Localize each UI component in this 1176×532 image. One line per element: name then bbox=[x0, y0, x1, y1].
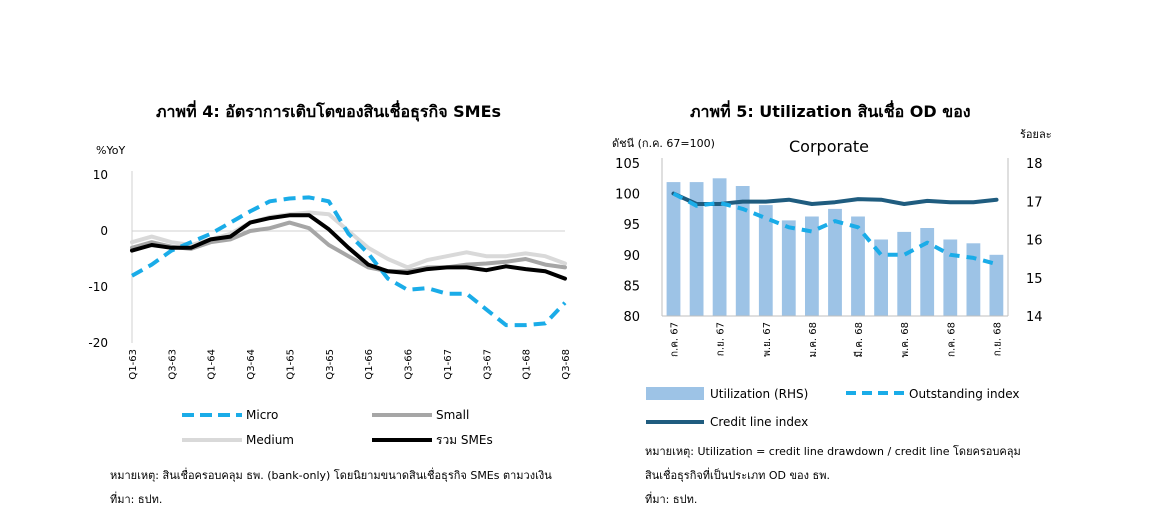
right-source: ที่มา: ธปท. bbox=[645, 493, 698, 506]
utilization-bar bbox=[758, 205, 773, 316]
legend-micro-label: Micro bbox=[246, 408, 278, 422]
right-left-y-tick-label: 95 bbox=[623, 218, 640, 233]
utilization-bar bbox=[712, 178, 727, 316]
left-source: ที่มา: ธปท. bbox=[110, 493, 163, 506]
left-x-tick-label: Q1-63 bbox=[128, 349, 139, 380]
utilization-bar bbox=[781, 220, 796, 316]
right-right-axis-label: ร้อยละ bbox=[1020, 128, 1052, 141]
left-x-tick-label: Q3-67 bbox=[482, 349, 493, 380]
left-note: หมายเหตุ: สินเชื่อครอบคลุม ธพ. (bank-onl… bbox=[110, 469, 552, 482]
left-x-tick-label: Q3-63 bbox=[167, 349, 178, 380]
utilization-bar bbox=[989, 254, 1004, 316]
legend-credit-label: Credit line index bbox=[710, 415, 808, 429]
left-chart-title: ภาพที่ 4: อัตราการเติบโตของสินเชื่อธุรกิ… bbox=[156, 102, 502, 121]
utilization-bar bbox=[805, 216, 819, 316]
utilization-bar bbox=[851, 216, 865, 316]
utilization-bar bbox=[920, 228, 935, 316]
utilization-bar bbox=[689, 182, 704, 316]
left-x-tick-label: Q3-66 bbox=[404, 349, 415, 380]
left-x-tick-label: Q3-68 bbox=[561, 349, 572, 380]
utilization-bar bbox=[874, 239, 888, 316]
left-y-tick-label: 0 bbox=[100, 224, 108, 238]
left-series--smes-line bbox=[130, 213, 567, 281]
right-x-tick-label: พ.ย. 67 bbox=[762, 322, 773, 357]
left-x-tick-label: Q3-65 bbox=[325, 349, 336, 380]
legend-medium-label: Medium bbox=[246, 433, 294, 447]
left-chart: %YoY 10 0 -10 -20 Q1-63 Q3-63 Q1-64 Q3-64 Q1-65… bbox=[88, 144, 572, 380]
right-chart: ดัชนี (ก.ค. 67=100) ร้อยละ Corporate 105… bbox=[612, 128, 1052, 358]
right-x-tick-label: ม.ค. 68 bbox=[808, 322, 819, 358]
legend-small-label: Small bbox=[436, 408, 469, 422]
left-y-tick-label: 10 bbox=[93, 168, 108, 182]
right-left-y-tick-label: 85 bbox=[623, 279, 640, 294]
right-series-outstanding-index-line bbox=[672, 191, 998, 266]
utilization-bar bbox=[666, 182, 681, 316]
utilization-bar bbox=[735, 186, 750, 316]
left-series-medium-line bbox=[130, 210, 567, 270]
right-x-tick-label: ก.ค. 68 bbox=[946, 322, 957, 357]
left-x-tick-label: Q1-65 bbox=[285, 349, 296, 380]
right-left-y-tick-label: 90 bbox=[623, 249, 640, 264]
right-x-tick-label: มี.ค. 68 bbox=[853, 322, 865, 358]
left-series-small-line bbox=[130, 220, 567, 274]
left-x-tick-label: Q1-66 bbox=[364, 349, 375, 380]
utilization-bar bbox=[943, 239, 958, 316]
left-x-tick-label: Q1-67 bbox=[443, 349, 454, 380]
right-right-y-tick-label: 16 bbox=[1026, 234, 1043, 249]
right-note-line2: สินเชื่อธุรกิจที่เป็นประเภท OD ของ ธพ. bbox=[645, 469, 830, 482]
right-x-tick-label: ก.ค. 67 bbox=[670, 322, 681, 357]
left-x-tick-label: Q1-68 bbox=[522, 349, 533, 380]
right-chart-title: ภาพที่ 5: Utilization สินเชื่อ OD ของ bbox=[690, 102, 971, 121]
left-x-tick-label: Q3-64 bbox=[246, 349, 257, 380]
left-x-tick-label: Q1-64 bbox=[207, 349, 218, 380]
right-right-y-tick-label: 15 bbox=[1026, 272, 1043, 287]
legend-utilization-swatch bbox=[646, 387, 704, 400]
right-legend: Utilization (RHS) Outstanding index Cred… bbox=[646, 387, 1020, 429]
utilization-bar bbox=[966, 243, 981, 316]
right-note-line1: หมายเหตุ: Utilization = credit line draw… bbox=[645, 445, 1021, 458]
right-right-y-tick-label: 14 bbox=[1026, 310, 1043, 325]
right-x-tick-label: ก.ย. 67 bbox=[716, 322, 727, 356]
left-y-axis-label: %YoY bbox=[96, 144, 125, 157]
left-y-tick-label: -10 bbox=[88, 280, 108, 294]
right-chart-subtitle: Corporate bbox=[789, 137, 869, 156]
legend-total-label: รวม SMEs bbox=[436, 433, 493, 447]
legend-outstanding-label: Outstanding index bbox=[909, 387, 1020, 401]
right-left-y-tick-label: 105 bbox=[615, 157, 640, 172]
left-y-tick-label: -20 bbox=[88, 336, 108, 350]
right-x-tick-label: พ.ค. 68 bbox=[900, 322, 911, 358]
utilization-bar bbox=[897, 231, 912, 316]
left-series-micro-line bbox=[131, 195, 567, 328]
right-left-y-tick-label: 100 bbox=[615, 188, 640, 203]
right-left-axis-label: ดัชนี (ก.ค. 67=100) bbox=[612, 137, 715, 150]
left-legend: Micro Small Medium รวม SMEs bbox=[182, 408, 493, 447]
right-right-y-tick-label: 17 bbox=[1026, 195, 1043, 210]
right-right-y-tick-label: 18 bbox=[1026, 157, 1043, 172]
legend-utilization-label: Utilization (RHS) bbox=[710, 387, 808, 401]
right-x-tick-label: ก.ย. 68 bbox=[992, 322, 1003, 356]
utilization-bar bbox=[828, 208, 842, 316]
right-left-y-tick-label: 80 bbox=[623, 310, 640, 325]
